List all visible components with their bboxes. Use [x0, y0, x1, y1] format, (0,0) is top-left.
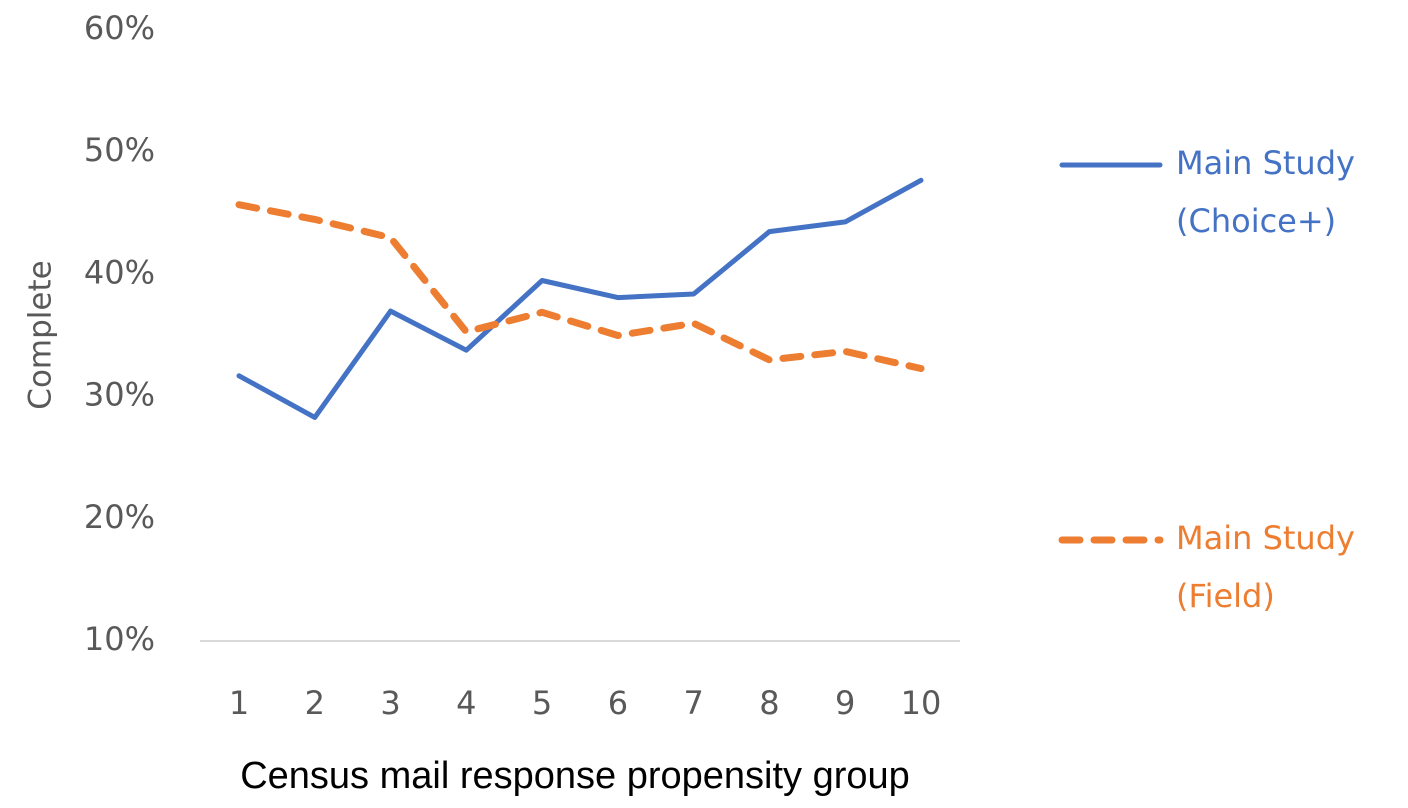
- x-tick-label: 3: [380, 684, 400, 722]
- x-tick-label: 2: [305, 684, 325, 722]
- series-line-field: [235, 201, 925, 372]
- y-tick-label: 50%: [84, 131, 155, 169]
- x-tick-label: 9: [835, 684, 855, 722]
- x-axis-label: Census mail response propensity group: [240, 755, 910, 797]
- legend-label: Main Study: [1176, 519, 1355, 557]
- y-tick-label: 30%: [84, 376, 155, 414]
- x-tick-label: 4: [456, 684, 476, 722]
- x-tick-label: 10: [901, 684, 942, 722]
- y-tick-label: 40%: [84, 253, 155, 291]
- y-axis-label: Complete: [23, 260, 59, 409]
- legend-label: (Field): [1176, 577, 1275, 615]
- y-axis-tick-labels: 10% 20% 30% 40% 50% 60%: [84, 9, 155, 658]
- legend-label: (Choice+): [1176, 202, 1336, 240]
- x-tick-label: 8: [759, 684, 779, 722]
- legend-label: Main Study: [1176, 144, 1355, 182]
- series-lines: [235, 177, 925, 420]
- x-tick-label: 1: [229, 684, 249, 722]
- y-tick-label: 10%: [84, 620, 155, 658]
- x-tick-label: 6: [608, 684, 628, 722]
- x-tick-label: 5: [532, 684, 552, 722]
- x-axis-tick-labels: 1 2 3 4 5 6 7 8 9 10: [229, 684, 942, 722]
- y-tick-label: 60%: [84, 9, 155, 47]
- x-tick-label: 7: [683, 684, 703, 722]
- legend: Main Study (Choice+) Main Study (Field): [1058, 144, 1355, 615]
- y-tick-label: 20%: [84, 498, 155, 536]
- series-line-choice: [236, 177, 924, 420]
